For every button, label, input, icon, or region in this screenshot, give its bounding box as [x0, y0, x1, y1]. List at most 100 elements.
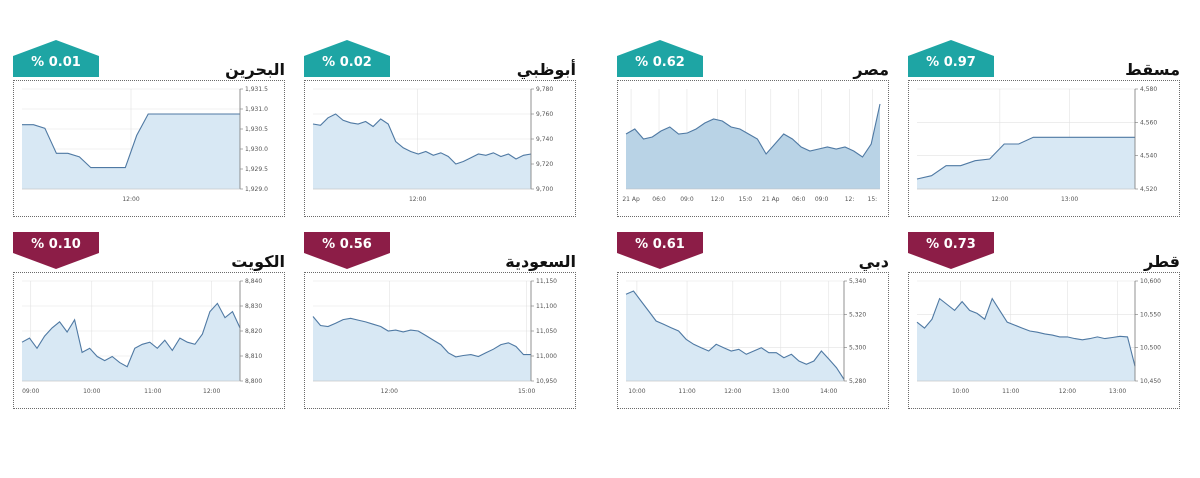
- change-value: % 0.02: [322, 55, 372, 70]
- series-area: [917, 137, 1135, 189]
- x-tick-label: 11:00: [678, 388, 695, 395]
- badge-shape: [13, 232, 99, 269]
- series-area: [313, 114, 531, 189]
- series-area: [313, 316, 531, 381]
- y-tick-label: 5,300: [849, 345, 866, 352]
- change-badge: % 0.62: [617, 40, 703, 77]
- y-tick-label: 11,100: [536, 303, 557, 310]
- x-tick-label: 12:00: [724, 388, 741, 395]
- x-tick-label: 12:00: [409, 196, 426, 203]
- x-tick-label: 11:00: [144, 388, 161, 395]
- y-tick-label: 1,930.5: [245, 126, 268, 133]
- y-tick-label: 4,540: [1140, 153, 1157, 160]
- series-area: [22, 303, 240, 381]
- market-name: السعودية: [505, 252, 576, 271]
- y-tick-label: 8,840: [245, 278, 262, 285]
- x-tick-label: 12:00: [1059, 388, 1076, 395]
- x-tick-label: 09:00: [22, 388, 39, 395]
- y-tick-label: 9,700: [536, 186, 553, 193]
- y-tick-label: 4,580: [1140, 86, 1157, 93]
- change-value: % 0.73: [926, 237, 976, 252]
- y-tick-label: 8,820: [245, 328, 262, 335]
- x-tick-label: 15:: [868, 196, 878, 203]
- series-area: [626, 104, 880, 189]
- change-value: % 0.61: [635, 237, 685, 252]
- y-tick-label: 10,550: [1140, 311, 1161, 318]
- market-name: البحرين: [225, 60, 285, 79]
- x-tick-label: 13:00: [1109, 388, 1126, 395]
- y-tick-label: 11,000: [536, 353, 557, 360]
- x-tick-label: 12:00: [991, 196, 1008, 203]
- chart-qatar: 10,600 10,550 10,500 10,450 10:00 11:00 12:00 1…: [908, 272, 1180, 409]
- series-line: [625, 103, 881, 158]
- change-badge: % 0.56: [304, 232, 390, 269]
- chart-bahrain: 1,931.5 1,931.0 1,930.5 1,930.0 1,929.5 1,929…: [13, 80, 285, 217]
- y-tick-label: 10,450: [1140, 378, 1161, 385]
- y-tick-label: 10,600: [1140, 278, 1161, 285]
- y-tick-label: 5,320: [849, 311, 866, 318]
- y-tick-label: 1,931.5: [245, 86, 268, 93]
- change-badge: % 0.01: [13, 40, 99, 77]
- badge-shape: [908, 232, 994, 269]
- series-line: [22, 113, 240, 169]
- x-tick-label: 13:00: [772, 388, 789, 395]
- x-tick-label: 09:0: [680, 196, 694, 203]
- y-tick-label: 1,931.0: [245, 106, 268, 113]
- change-value: % 0.62: [635, 55, 685, 70]
- y-tick-label: 9,760: [536, 111, 553, 118]
- market-name: الكويت: [231, 252, 285, 271]
- series-line: [916, 297, 1136, 367]
- change-badge: % 0.61: [617, 232, 703, 269]
- y-tick-label: 9,740: [536, 136, 553, 143]
- x-tick-label: 15:00: [518, 388, 535, 395]
- change-value: % 0.56: [322, 237, 372, 252]
- x-tick-label: 10:00: [952, 388, 969, 395]
- market-name: مصر: [853, 60, 889, 79]
- series-line: [625, 290, 845, 380]
- y-tick-label: 1,929.0: [245, 186, 268, 193]
- series-line: [916, 136, 1135, 180]
- x-tick-label: 10:00: [628, 388, 645, 395]
- series-area: [917, 298, 1135, 381]
- market-name: قطر: [1143, 252, 1180, 271]
- x-tick-label: 12:: [845, 196, 855, 203]
- y-tick-label: 9,780: [536, 86, 553, 93]
- change-value: % 0.01: [31, 55, 81, 70]
- x-tick-label: 14:00: [820, 388, 837, 395]
- badge-shape: [617, 232, 703, 269]
- market-name: دبي: [858, 252, 889, 271]
- y-tick-label: 10,500: [1140, 345, 1161, 352]
- x-tick-label: 21 Ap: [622, 196, 640, 203]
- change-badge: % 0.97: [908, 40, 994, 77]
- y-tick-label: 10,950: [536, 378, 557, 385]
- series-line: [312, 113, 532, 165]
- badge-shape: [908, 40, 994, 77]
- y-tick-label: 8,830: [245, 303, 262, 310]
- series-line: [21, 302, 241, 368]
- badge-shape: [304, 232, 390, 269]
- badge-shape: [617, 40, 703, 77]
- change-badge: % 0.10: [13, 232, 99, 269]
- y-tick-label: 5,340: [849, 278, 866, 285]
- badge-shape: [304, 40, 390, 77]
- y-tick-label: 11,150: [536, 278, 557, 285]
- y-tick-label: 11,050: [536, 328, 557, 335]
- x-tick-label: 10:00: [83, 388, 100, 395]
- x-tick-label: 21 Ap: [762, 196, 780, 203]
- chart-muscat: 4,580 4,560 4,540 4,520 12:00 13:00: [908, 80, 1180, 217]
- y-tick-label: 5,280: [849, 378, 866, 385]
- chart-kuwait: 8,840 8,830 8,820 8,810 8,800 09:00 10:00 11:00…: [13, 272, 285, 409]
- series-line: [312, 316, 531, 358]
- y-tick-label: 9,720: [536, 161, 553, 168]
- x-tick-label: 12:00: [381, 388, 398, 395]
- x-tick-label: 13:00: [1061, 196, 1078, 203]
- x-tick-label: 11:00: [1002, 388, 1019, 395]
- y-tick-label: 4,520: [1140, 186, 1157, 193]
- change-badge: % 0.02: [304, 40, 390, 77]
- x-tick-label: 12:00: [203, 388, 220, 395]
- chart-egypt: 21 Ap 06:0 09:0 12:0 15:0 21 Ap 06:0 09:0 12: 15:: [617, 80, 889, 217]
- change-value: % 0.97: [926, 55, 976, 70]
- x-tick-label: 12:00: [122, 196, 139, 203]
- x-tick-label: 06:0: [792, 196, 806, 203]
- y-tick-label: 1,930.0: [245, 146, 268, 153]
